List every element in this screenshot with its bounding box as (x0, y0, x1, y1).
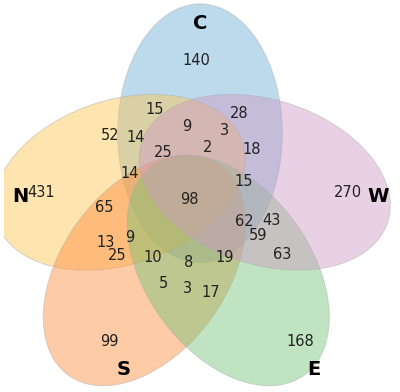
Text: 3: 3 (220, 123, 229, 138)
Text: 8: 8 (184, 255, 193, 270)
Text: 15: 15 (146, 102, 164, 117)
Ellipse shape (127, 155, 329, 386)
Text: C: C (193, 14, 207, 33)
Text: 43: 43 (262, 213, 280, 228)
Text: 5: 5 (159, 276, 168, 290)
Text: 9: 9 (182, 119, 191, 134)
Text: 13: 13 (96, 235, 114, 250)
Text: 270: 270 (334, 185, 362, 200)
Ellipse shape (139, 94, 390, 270)
Text: 431: 431 (28, 185, 55, 200)
Ellipse shape (43, 155, 246, 386)
Text: 10: 10 (144, 250, 162, 265)
Text: N: N (12, 187, 28, 205)
Text: 25: 25 (154, 145, 172, 160)
Text: 14: 14 (120, 166, 139, 181)
Text: 18: 18 (242, 142, 261, 157)
Text: S: S (116, 361, 130, 379)
Text: 17: 17 (202, 285, 220, 299)
Text: 62: 62 (235, 214, 254, 229)
Text: 25: 25 (108, 248, 127, 263)
Text: 3: 3 (183, 281, 192, 296)
Text: 28: 28 (230, 106, 248, 121)
Text: 168: 168 (286, 334, 314, 349)
Text: 52: 52 (101, 128, 120, 143)
Text: 14: 14 (126, 131, 144, 145)
Text: 15: 15 (235, 174, 253, 189)
Text: 99: 99 (100, 334, 119, 349)
Text: 59: 59 (249, 229, 267, 243)
Text: 9: 9 (125, 230, 134, 245)
Text: 98: 98 (180, 192, 198, 207)
Text: 63: 63 (273, 247, 292, 261)
Ellipse shape (118, 4, 282, 263)
Text: 2: 2 (203, 140, 212, 154)
Ellipse shape (0, 94, 245, 270)
Text: W: W (368, 187, 389, 205)
Text: 19: 19 (215, 250, 234, 265)
Text: E: E (307, 361, 320, 379)
Text: 65: 65 (95, 200, 113, 215)
Text: 140: 140 (182, 53, 210, 68)
